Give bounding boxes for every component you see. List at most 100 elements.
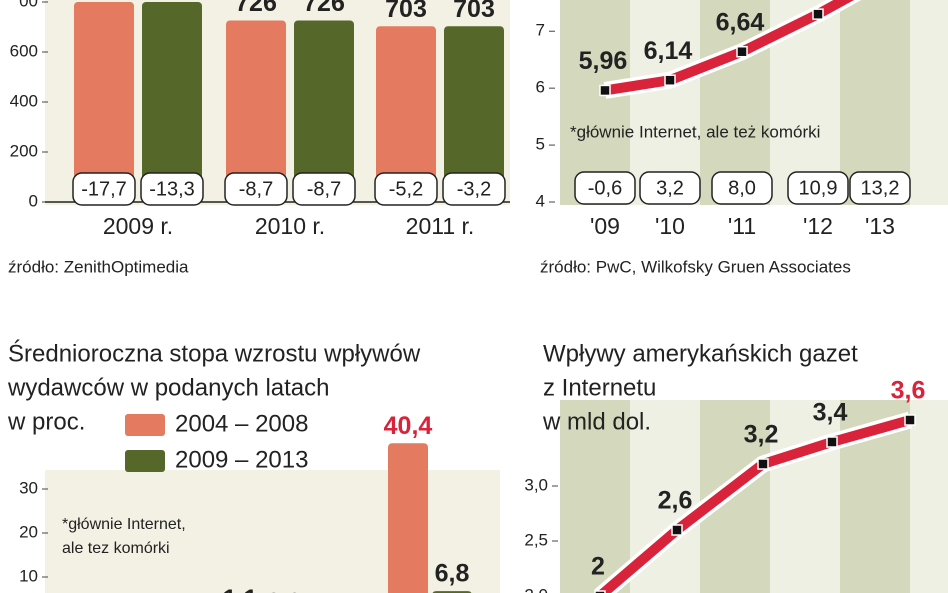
value-label: 3,2 xyxy=(744,421,779,449)
chart-title: Średnioroczna stopa wzrostu wpływów xyxy=(8,339,421,367)
bands xyxy=(560,0,948,593)
marker xyxy=(826,436,838,448)
bar xyxy=(376,26,436,202)
value-label: 703 xyxy=(453,0,495,23)
change-label: -8,7 xyxy=(239,178,273,200)
chart-title: z Internetu xyxy=(543,374,656,401)
x-tick-label: '11 xyxy=(728,213,756,239)
band xyxy=(840,0,910,205)
value-label: 2,6 xyxy=(658,487,693,515)
value-label: 3,4 xyxy=(813,399,848,427)
y-tick-label: 0 xyxy=(29,191,38,210)
value-label: 6,14 xyxy=(644,37,693,65)
note: *głównie Internet, xyxy=(62,516,186,533)
y-tick-label: 20 xyxy=(19,522,38,541)
value-label: 40,4 xyxy=(384,412,433,440)
y-tick-label: 10 xyxy=(19,566,38,585)
source: źródło: PwC, Wilkofsky Gruen Associates xyxy=(540,257,851,276)
change-box xyxy=(140,172,204,206)
value-label: 0,2 xyxy=(267,589,302,593)
y-tick-label: 7 xyxy=(536,21,545,40)
y-tick-label: 400 xyxy=(10,91,38,110)
chart-title: wydawców w podanych latach xyxy=(7,374,330,401)
chart-title: w proc. xyxy=(7,408,85,435)
marker xyxy=(904,414,916,426)
y-tick-label: 2,5 xyxy=(524,530,548,549)
legend-label: 2004 – 2008 xyxy=(175,410,308,437)
bar xyxy=(388,443,428,593)
change-label: 8,0 xyxy=(728,177,756,199)
bar xyxy=(142,2,202,202)
value-label: 1,1 xyxy=(223,585,258,593)
chart-title: w mld dol. xyxy=(542,408,651,435)
change-label: 13,2 xyxy=(861,177,900,199)
change-box xyxy=(72,172,136,206)
value-label: 726 xyxy=(235,0,277,17)
change-box xyxy=(224,172,288,206)
band xyxy=(700,0,770,205)
value-label: 5,96 xyxy=(579,47,628,75)
marker xyxy=(671,524,683,536)
bar xyxy=(74,2,134,202)
change-box xyxy=(292,172,356,206)
marker xyxy=(736,45,748,58)
value-label: 2 xyxy=(591,553,605,581)
change-label: -5,2 xyxy=(389,178,423,200)
marker xyxy=(812,8,824,20)
note: *głównie Internet, ale też komórki xyxy=(570,122,820,141)
y-tick-label: 200 xyxy=(10,141,38,160)
change-box xyxy=(442,172,506,206)
change-label: -13,3 xyxy=(149,178,195,200)
change-box xyxy=(849,171,911,205)
bar xyxy=(226,20,286,202)
y-tick-label: 2,0 xyxy=(524,585,548,593)
y-tick-label: 00 xyxy=(19,0,38,10)
change-label: -17,7 xyxy=(81,178,127,200)
band xyxy=(560,400,630,593)
change-box xyxy=(787,171,849,205)
y-tick-label: 4 xyxy=(536,191,545,210)
x-tick-label: 2010 r. xyxy=(255,213,325,239)
legend-swatch xyxy=(125,450,165,472)
x-tick-label: '12 xyxy=(803,213,833,239)
change-box xyxy=(711,171,773,205)
note: ale tez komórki xyxy=(62,540,170,557)
x-tick-label: '13 xyxy=(865,213,895,239)
source: źródło: ZenithOptimedia xyxy=(8,257,189,276)
marker xyxy=(599,84,611,97)
change-box xyxy=(574,171,636,205)
x-tick-label: 2009 r. xyxy=(103,213,173,239)
y-tick-label: 600 xyxy=(10,41,38,60)
band xyxy=(910,0,948,205)
value-label: 6,64 xyxy=(716,8,765,36)
change-label: 10,9 xyxy=(799,177,838,199)
band xyxy=(560,0,630,205)
change-label: 3,2 xyxy=(656,177,684,199)
value-label: 3,6 xyxy=(891,377,926,405)
marker xyxy=(594,590,606,593)
legend-swatch xyxy=(125,414,165,436)
band xyxy=(630,0,700,205)
y-tick-label: 5 xyxy=(536,135,545,154)
bar xyxy=(444,26,504,202)
y-tick-label: 3,0 xyxy=(524,475,548,494)
y-tick-label: 30 xyxy=(19,478,38,497)
change-box xyxy=(639,171,701,205)
x-tick-label: '10 xyxy=(655,213,685,239)
bar xyxy=(294,20,354,202)
change-label: -0,6 xyxy=(588,177,622,199)
chart-title: Wpływy amerykańskich gazet xyxy=(543,340,858,367)
marker xyxy=(664,74,676,86)
y-tick-label: 6 xyxy=(536,78,545,97)
change-label: -3,2 xyxy=(457,178,491,200)
change-box xyxy=(374,172,438,206)
value-label: 6,8 xyxy=(435,560,470,588)
value-label: 726 xyxy=(303,0,345,17)
marker xyxy=(757,458,769,470)
band xyxy=(770,400,840,593)
x-tick-label: 2011 r. xyxy=(406,213,475,239)
legend-label: 2009 – 2013 xyxy=(175,446,308,473)
x-tick-label: '09 xyxy=(590,213,620,239)
value-label: 703 xyxy=(385,0,427,23)
